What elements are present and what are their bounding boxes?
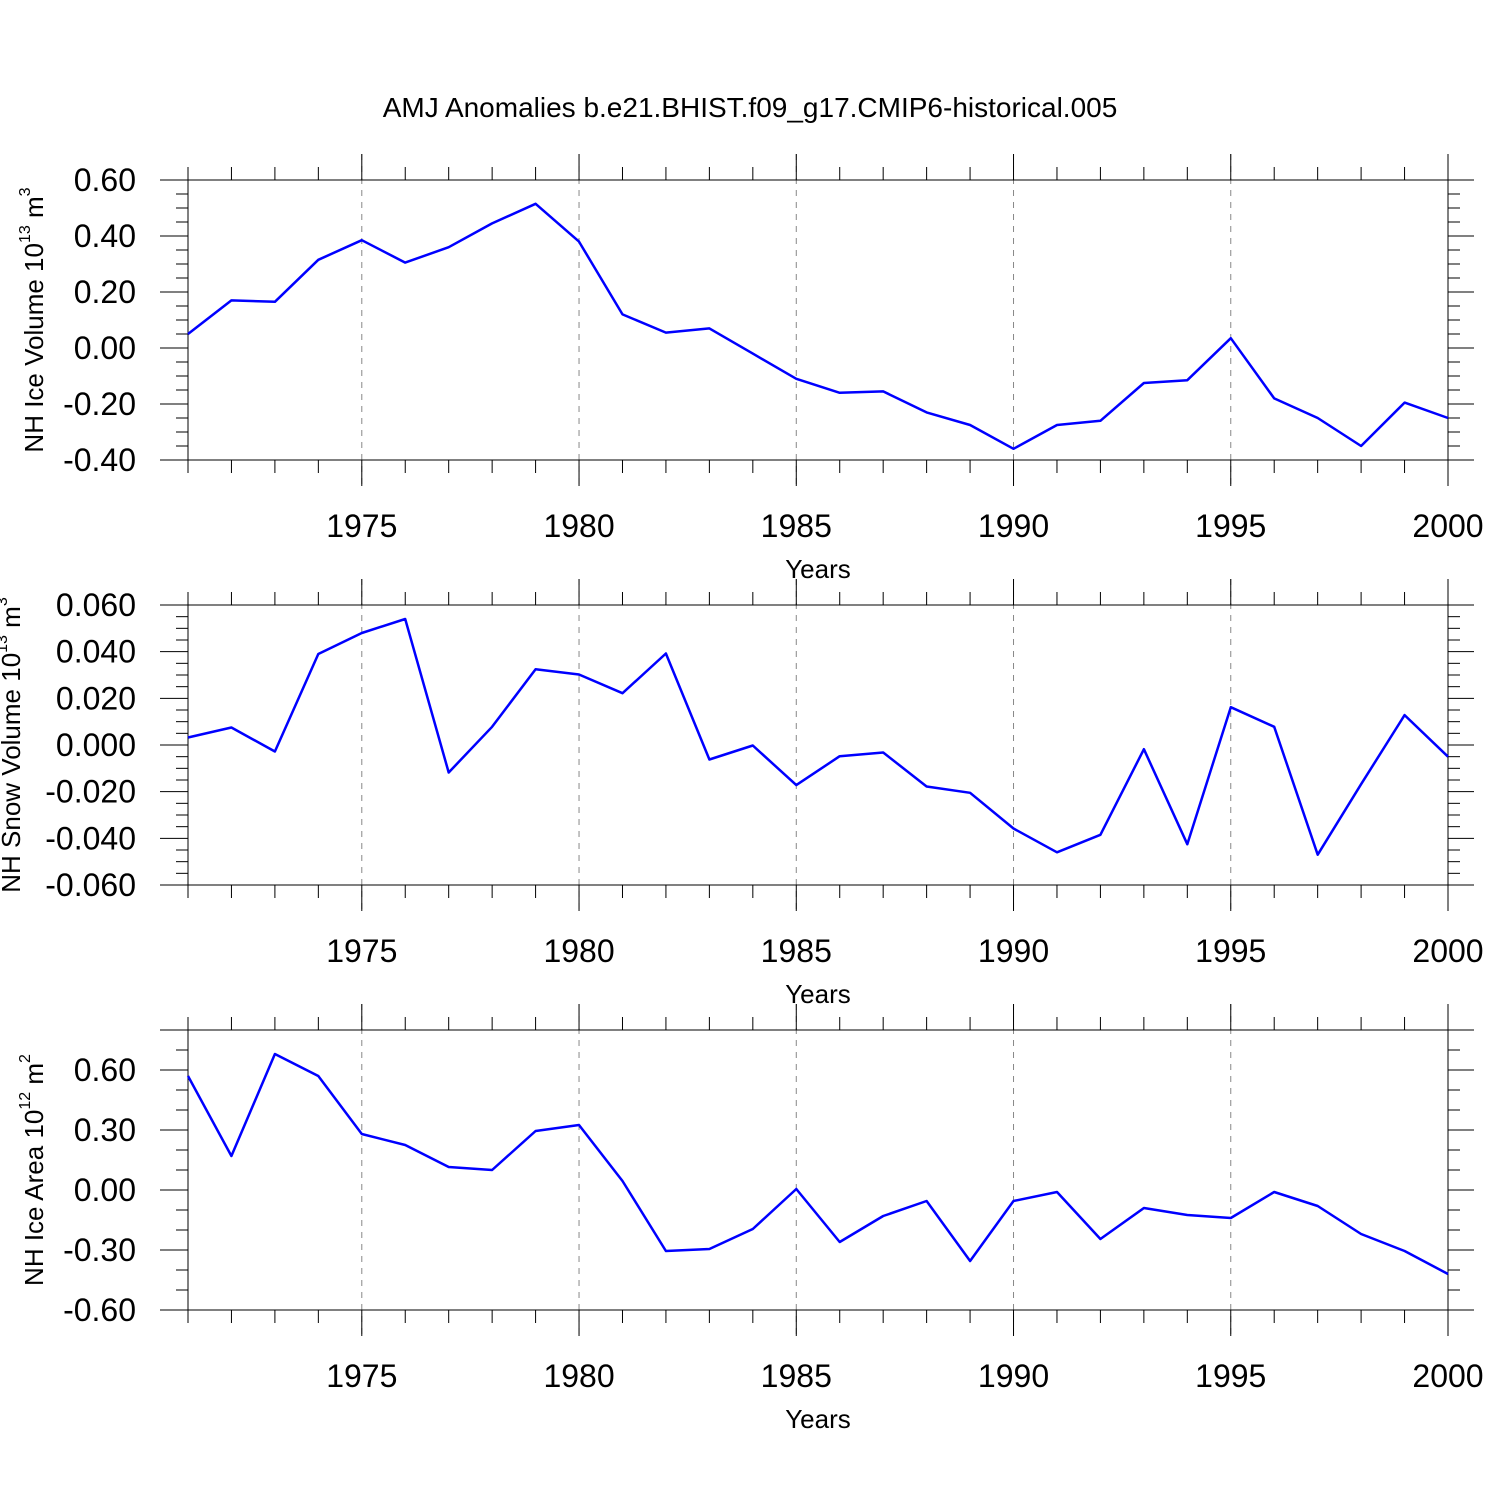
y-tick-label: -0.40	[63, 442, 136, 478]
x-tick-label: 1990	[978, 508, 1049, 544]
plot-area: 0.60 0.30 0.00 -0.30 -0.60 1975 1980 1985 1990 19…	[63, 1004, 1484, 1394]
y-tick-label: 0.60	[74, 162, 136, 198]
y-tick-label: -0.60	[63, 1292, 136, 1328]
x-tick-label: 1995	[1195, 933, 1266, 969]
series-line	[187, 617, 1449, 856]
panel-snow-volume: 0.060 0.040 0.020 0.000 -0.020 -0.040 -0.060 19…	[0, 579, 1484, 1009]
y-tick-label: 0.000	[56, 727, 136, 763]
x-tick-label: 2000	[1412, 508, 1483, 544]
panel-ice-volume: 0.60 0.40 0.20 0.00 -0.20 -0.40 1975 1980 1985 19…	[17, 154, 1484, 584]
x-tick-label: 1980	[543, 1358, 614, 1394]
x-tick-label: 1980	[543, 933, 614, 969]
x-tick-label: 1995	[1195, 508, 1266, 544]
panel-ice-area: 0.60 0.30 0.00 -0.30 -0.60 1975 1980 1985 1990 19…	[17, 1004, 1484, 1434]
x-axis-label: Years	[785, 1404, 851, 1434]
x-tick-label: 1980	[543, 508, 614, 544]
x-tick-label: 1995	[1195, 1358, 1266, 1394]
y-tick-label: 0.20	[74, 274, 136, 310]
x-tick-label: 1985	[761, 933, 832, 969]
y-tick-label: -0.020	[45, 774, 136, 810]
y-tick-label: 0.30	[74, 1112, 136, 1148]
x-tick-label: 2000	[1412, 1358, 1483, 1394]
y-tick-label: 0.40	[74, 218, 136, 254]
x-tick-label: 1985	[761, 508, 832, 544]
y-tick-label: 0.00	[74, 1172, 136, 1208]
x-tick-label: 1975	[326, 933, 397, 969]
x-tick-label: 2000	[1412, 933, 1483, 969]
series-line	[186, 1052, 1449, 1276]
y-tick-label: 0.020	[56, 680, 136, 716]
x-tick-label: 1975	[326, 508, 397, 544]
y-tick-label: 0.00	[74, 330, 136, 366]
x-tick-label: 1990	[978, 933, 1049, 969]
y-tick-label: 0.040	[56, 634, 136, 670]
y-tick-label: -0.060	[45, 867, 136, 903]
plot-area: 0.60 0.40 0.20 0.00 -0.20 -0.40 1975 1980 1985 19…	[63, 154, 1484, 544]
figure-title: AMJ Anomalies b.e21.BHIST.f09_g17.CMIP6-…	[383, 92, 1118, 123]
x-axis-label: Years	[785, 554, 851, 584]
y-tick-label: -0.20	[63, 386, 136, 422]
x-tick-label: 1990	[978, 1358, 1049, 1394]
y-axis-label: NH Snow Volume 1013 m3	[0, 597, 26, 893]
x-axis-label: Years	[785, 979, 851, 1009]
series-line	[187, 202, 1449, 451]
y-tick-label: 0.60	[74, 1052, 136, 1088]
plot-area: 0.060 0.040 0.020 0.000 -0.020 -0.040 -0.060 19…	[45, 579, 1484, 969]
y-axis-label: NH Ice Area 1012 m2	[17, 1054, 49, 1286]
y-tick-label: -0.30	[63, 1232, 136, 1268]
x-tick-label: 1975	[326, 1358, 397, 1394]
y-axis-label: NH Ice Volume 1013 m3	[17, 187, 49, 452]
y-tick-label: 0.060	[56, 587, 136, 623]
x-tick-label: 1985	[761, 1358, 832, 1394]
y-tick-label: -0.040	[45, 820, 136, 856]
